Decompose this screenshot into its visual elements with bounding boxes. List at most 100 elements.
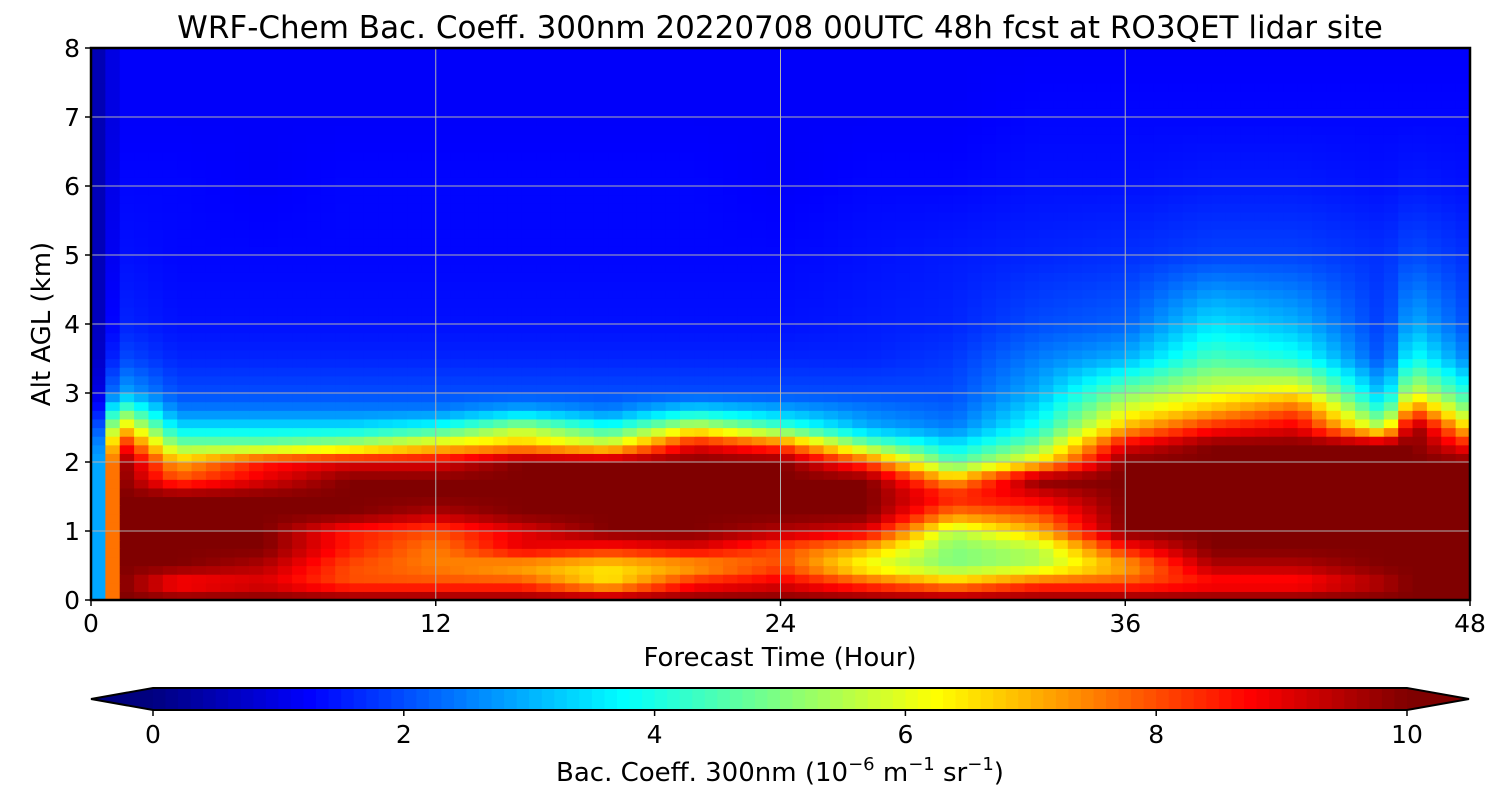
heatmap-cell — [1197, 470, 1213, 480]
heatmap-cell — [579, 324, 595, 334]
heatmap-cell — [1412, 367, 1428, 377]
heatmap-cell — [263, 255, 279, 265]
heatmap-cell — [1139, 410, 1155, 420]
heatmap-cell — [1311, 453, 1327, 463]
heatmap-cell — [1455, 332, 1471, 342]
heatmap-cell — [852, 263, 868, 273]
heatmap-cell — [938, 539, 954, 549]
heatmap-cell — [292, 298, 308, 308]
heatmap-cell — [1182, 324, 1198, 334]
heatmap-cell — [148, 263, 164, 273]
heatmap-cell — [579, 160, 595, 170]
heatmap-cell — [1326, 367, 1342, 377]
heatmap-cell — [450, 444, 466, 454]
heatmap-cell — [177, 401, 193, 411]
heatmap-cell — [852, 272, 868, 282]
heatmap-cell — [205, 186, 221, 196]
heatmap-cell — [1412, 255, 1428, 265]
heatmap-cell — [967, 263, 983, 273]
heatmap-cell — [1398, 375, 1414, 385]
heatmap-cell — [608, 246, 624, 256]
heatmap-cell — [1182, 548, 1198, 558]
heatmap-cell — [507, 255, 523, 265]
heatmap-cell — [478, 306, 494, 316]
heatmap-cell — [306, 246, 322, 256]
heatmap-cell — [1254, 591, 1270, 601]
heatmap-cell — [1039, 341, 1055, 351]
heatmap-cell — [335, 470, 351, 480]
heatmap-cell — [1340, 298, 1356, 308]
heatmap-cell — [1010, 582, 1026, 592]
heatmap-cell — [1168, 556, 1184, 567]
heatmap-cell — [1398, 229, 1414, 239]
heatmap-cell — [1326, 470, 1342, 480]
heatmap-cell — [981, 582, 997, 592]
heatmap-cell — [91, 367, 106, 377]
heatmap-cell — [1340, 280, 1356, 291]
heatmap-cell — [263, 341, 279, 351]
heatmap-cell — [579, 531, 595, 541]
heatmap-cell — [1326, 246, 1342, 256]
heatmap-cell — [1441, 496, 1457, 506]
heatmap-cell — [450, 306, 466, 316]
heatmap-cell — [952, 341, 968, 351]
heatmap-cell — [1024, 565, 1040, 575]
heatmap-cell — [780, 462, 796, 472]
heatmap-cell — [1383, 513, 1399, 523]
heatmap-cell — [679, 306, 695, 316]
heatmap-cell — [335, 574, 351, 584]
heatmap-cell — [1139, 444, 1155, 454]
heatmap-cell — [1426, 470, 1442, 480]
heatmap-cell — [1082, 487, 1098, 498]
heatmap-cell — [622, 255, 638, 265]
heatmap-cell — [866, 513, 882, 523]
heatmap-cell — [1297, 513, 1313, 523]
heatmap-cell — [1326, 358, 1342, 368]
heatmap-cell — [608, 418, 624, 429]
heatmap-cell — [593, 548, 609, 558]
heatmap-cell — [550, 203, 566, 213]
heatmap-cell — [1369, 375, 1385, 385]
heatmap-cell — [622, 470, 638, 480]
heatmap-cell — [679, 298, 695, 308]
heatmap-cell — [608, 548, 624, 558]
heatmap-cell — [507, 186, 523, 196]
heatmap-cell — [320, 151, 336, 161]
heatmap-cell — [952, 237, 968, 247]
heatmap-cell — [234, 548, 250, 558]
heatmap-cell — [708, 168, 724, 178]
heatmap-cell — [679, 358, 695, 368]
heatmap-cell — [737, 332, 753, 342]
heatmap-cell — [837, 367, 853, 377]
heatmap-cell — [1096, 186, 1112, 196]
heatmap-cell — [1139, 246, 1155, 256]
heatmap-cell — [263, 436, 279, 446]
heatmap-cell — [766, 487, 782, 498]
heatmap-cell — [378, 436, 394, 446]
heatmap-cell — [881, 194, 897, 204]
heatmap-cell — [924, 436, 940, 446]
heatmap-cell — [1168, 522, 1184, 532]
heatmap-cell — [507, 272, 523, 282]
heatmap-cell — [909, 582, 925, 592]
heatmap-cell — [1254, 453, 1270, 463]
heatmap-cell — [349, 479, 365, 489]
heatmap-cell — [823, 522, 839, 532]
heatmap-cell — [134, 375, 150, 385]
heatmap-cell — [780, 410, 796, 420]
heatmap-cell — [450, 556, 466, 567]
heatmap-cell — [521, 522, 537, 532]
heatmap-cell — [205, 427, 221, 437]
heatmap-cell — [1455, 539, 1471, 549]
heatmap-cell — [708, 479, 724, 489]
heatmap-cell — [421, 151, 437, 161]
heatmap-cell — [392, 168, 408, 178]
heatmap-cell — [1326, 263, 1342, 273]
heatmap-cell — [536, 315, 552, 325]
heatmap-cell — [967, 255, 983, 265]
heatmap-cell — [1067, 229, 1083, 239]
heatmap-cell — [952, 315, 968, 325]
heatmap-cell — [1254, 548, 1270, 558]
heatmap-cell — [205, 462, 221, 472]
